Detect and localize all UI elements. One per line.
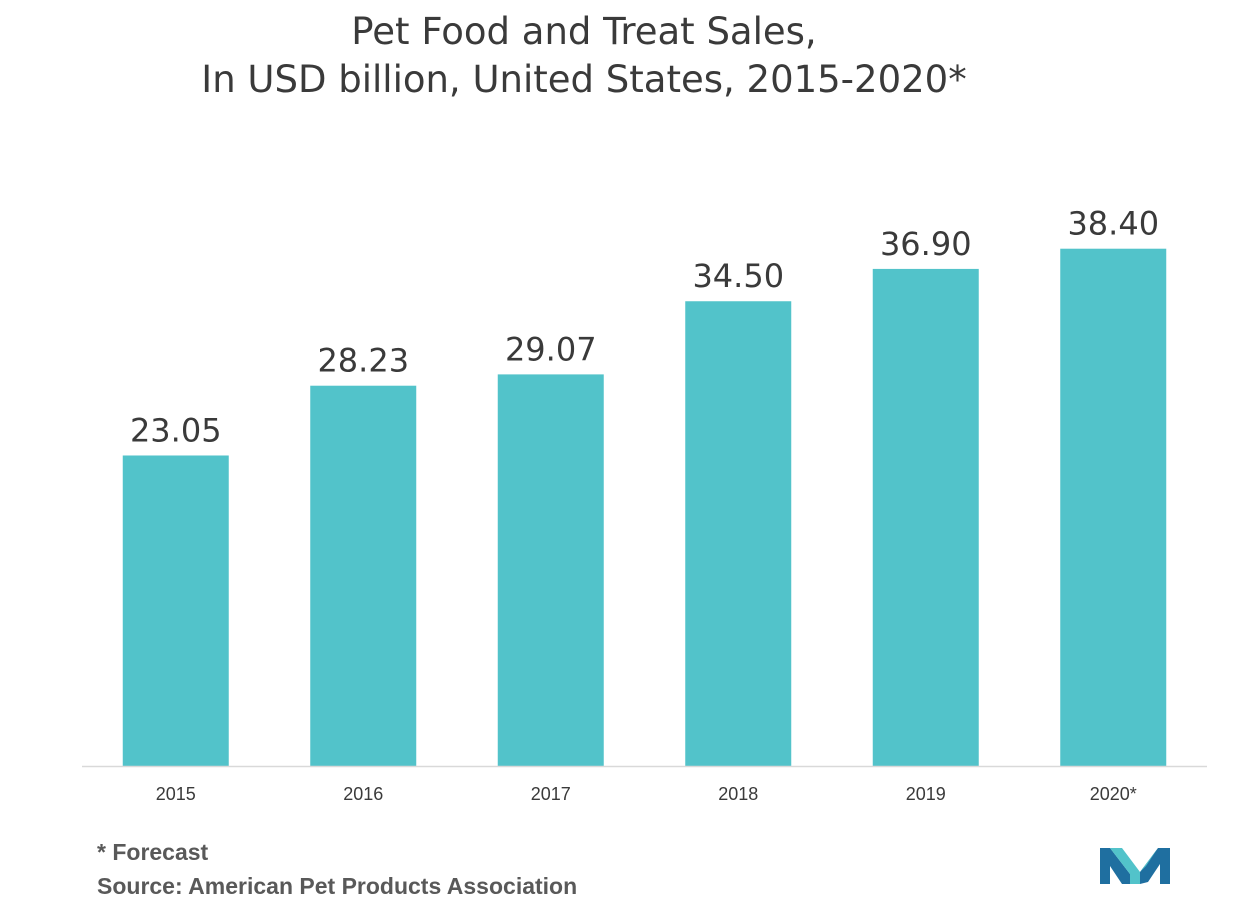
- forecast-note: * Forecast: [97, 839, 209, 865]
- data-label-2015: 23.05: [130, 411, 222, 449]
- bar-2015: [122, 455, 229, 766]
- bar-2020*: [1060, 248, 1167, 767]
- company-logo-icon: [1100, 848, 1170, 884]
- data-label-2017: 29.07: [505, 330, 597, 368]
- data-label-2018: 34.50: [692, 257, 784, 295]
- data-label-2020*: 38.40: [1067, 205, 1159, 243]
- chart-subtitle: In USD billion, United States, 2015-2020…: [201, 58, 967, 101]
- x-tick-label-2017: 2017: [531, 784, 571, 804]
- x-tick-label-2020*: 2020*: [1090, 784, 1137, 804]
- bar-2016: [310, 385, 417, 766]
- bar-2019: [872, 268, 979, 766]
- chart-title: Pet Food and Treat Sales,: [351, 10, 817, 53]
- source-note: Source: American Pet Products Associatio…: [97, 873, 578, 899]
- data-label-2019: 36.90: [880, 225, 972, 263]
- x-tick-label-2016: 2016: [343, 784, 383, 804]
- x-tick-label-2015: 2015: [156, 784, 196, 804]
- x-tick-label-2018: 2018: [718, 784, 758, 804]
- x-tick-label-2019: 2019: [906, 784, 946, 804]
- data-label-2016: 28.23: [317, 342, 409, 380]
- bar-2017: [497, 374, 604, 766]
- bar-2018: [685, 301, 792, 766]
- chart-title-block: Pet Food and Treat Sales, In USD billion…: [0, 8, 1168, 104]
